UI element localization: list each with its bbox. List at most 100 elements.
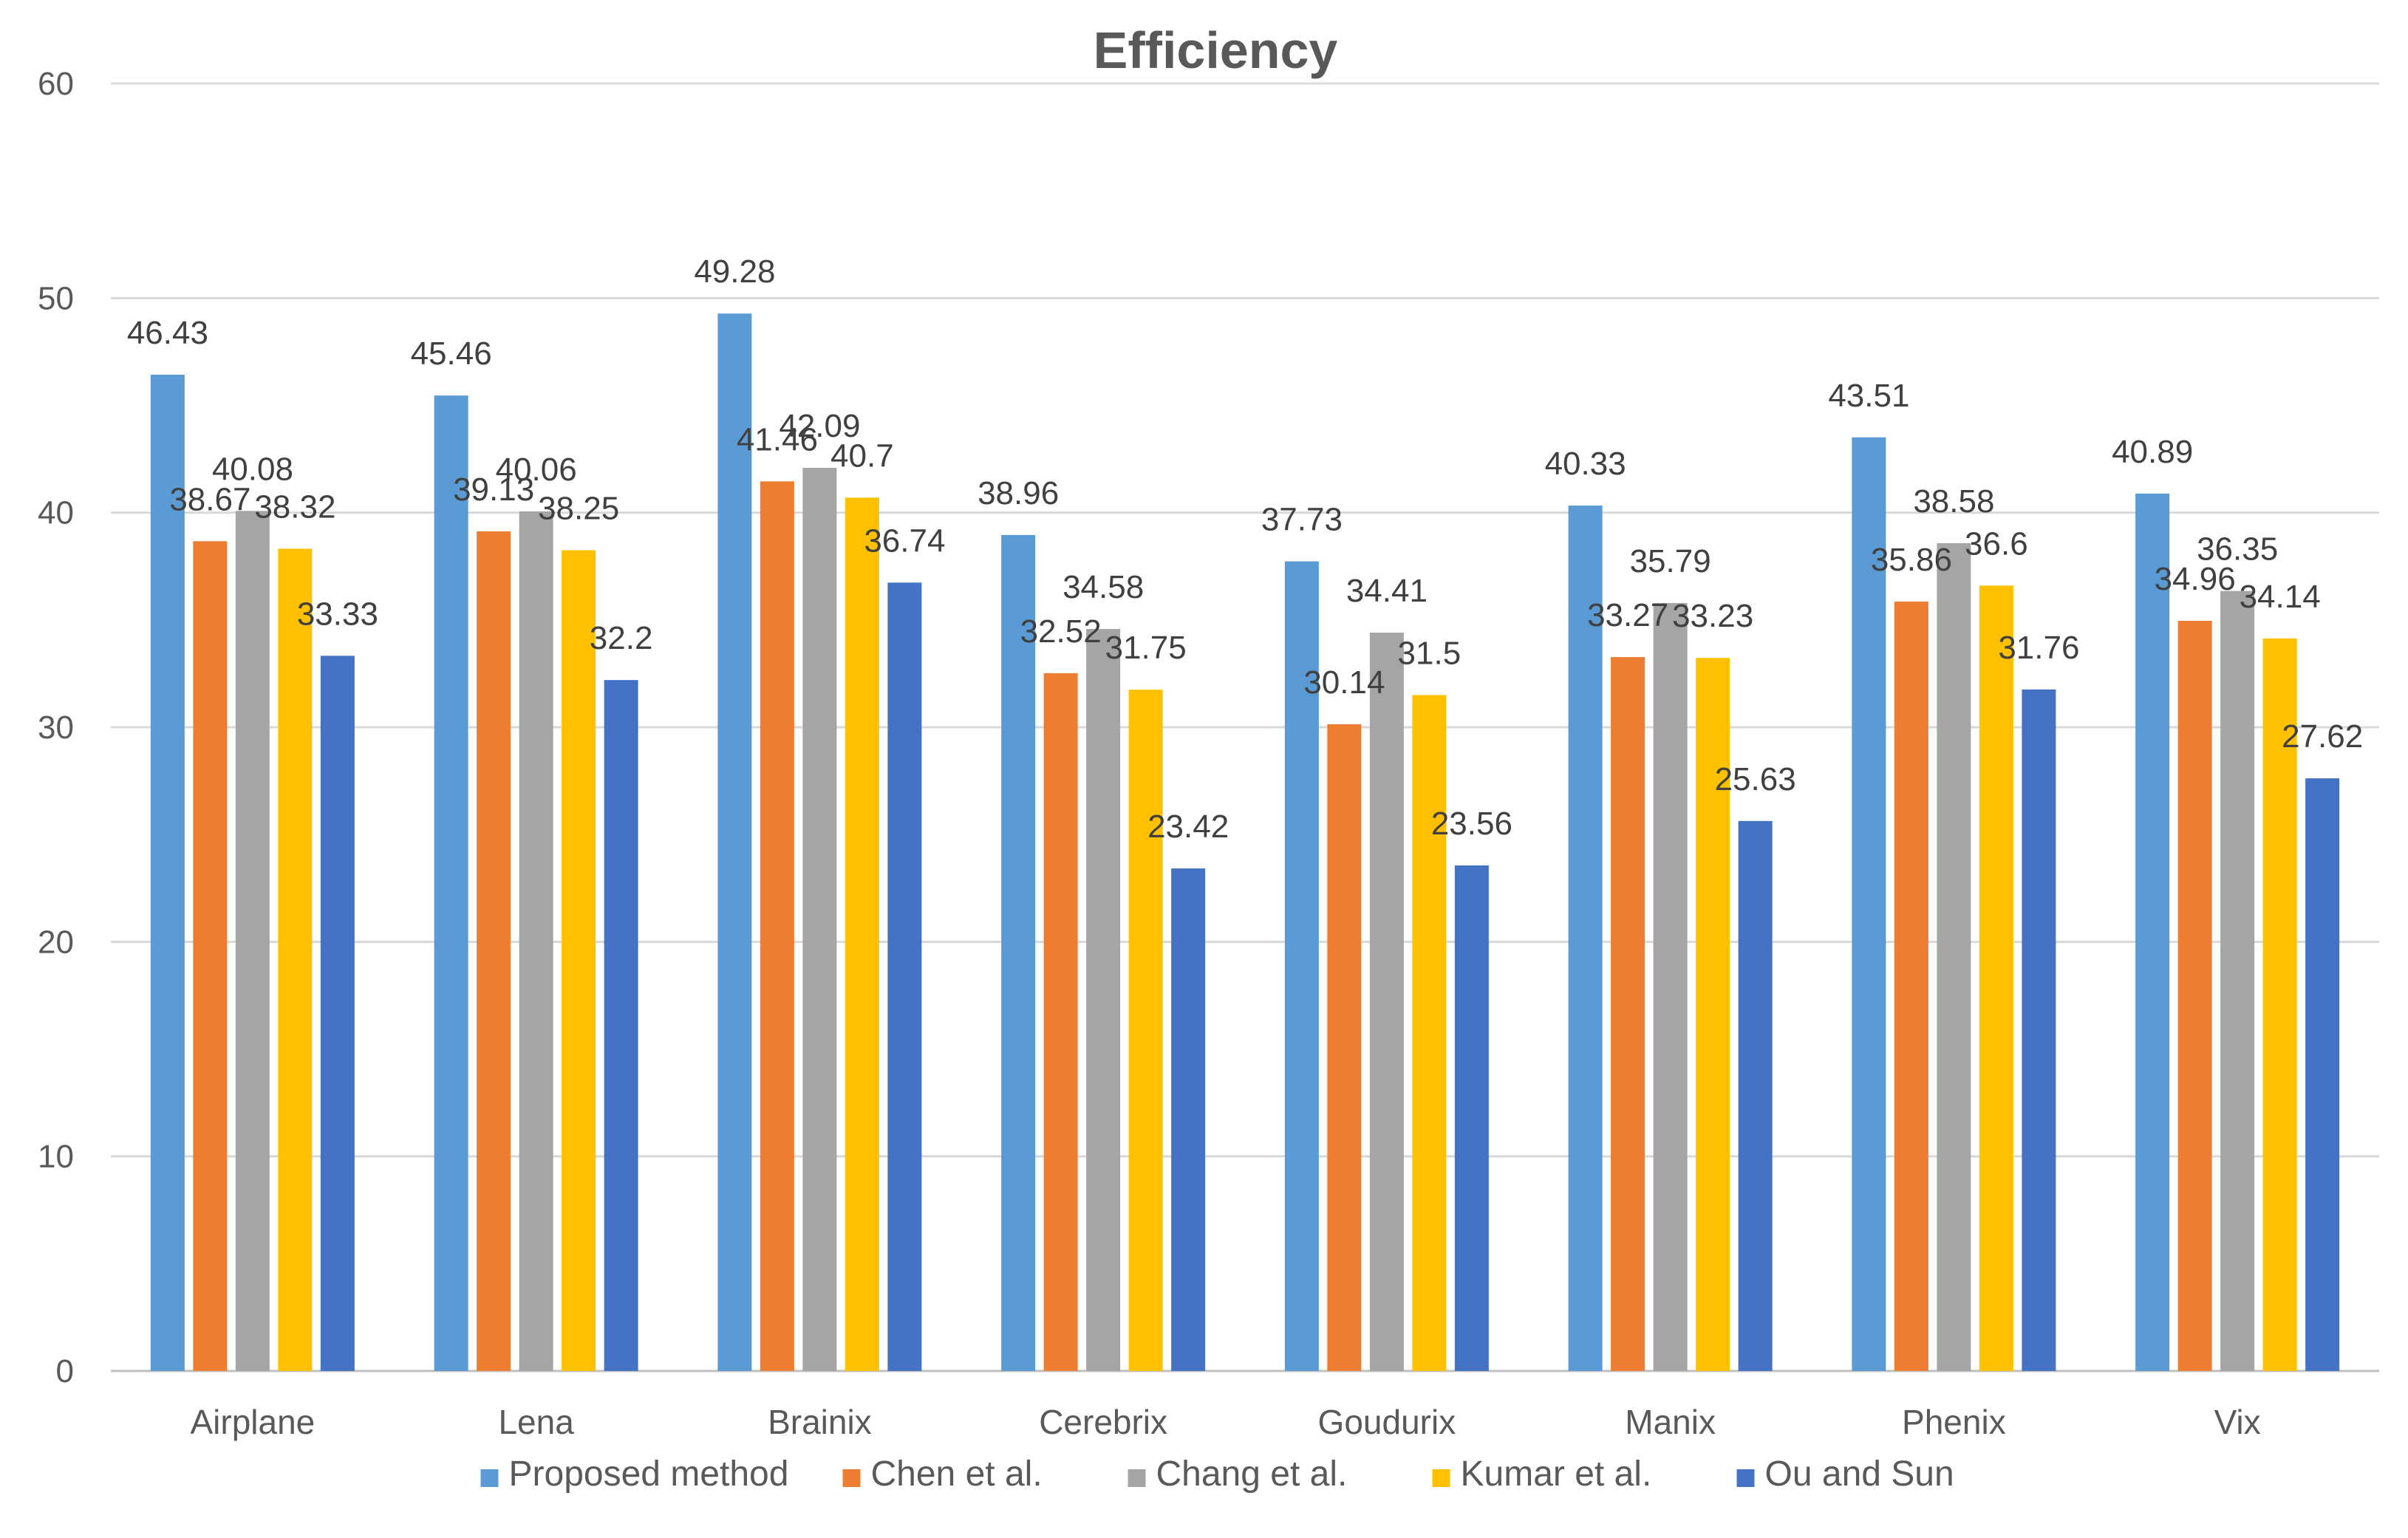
x-axis-categories: Airplane Lena Brainix Cerebrix Goudurix Manix… — [190, 1403, 2260, 1441]
bar-ou-and-sun-cerebrix — [1171, 868, 1206, 1371]
legend-label: Chang et al. — [1156, 1454, 1348, 1494]
legend-item-chen-et-al: Chen et al. — [842, 1454, 1043, 1494]
x-category-label: Goudurix — [1318, 1403, 1456, 1441]
bar-proposed-method-goudurix — [1284, 561, 1319, 1372]
y-tick-label: 40 — [38, 495, 74, 531]
data-label: 37.73 — [1261, 502, 1343, 538]
bar-kumar-et-al-goudurix — [1412, 695, 1447, 1371]
legend-item-chang-et-al: Chang et al. — [1128, 1454, 1348, 1494]
data-label: 23.56 — [1431, 806, 1512, 842]
bar-chen-et-al-goudurix — [1327, 724, 1362, 1371]
bar-kumar-et-al-lena — [562, 550, 596, 1371]
bar-chang-et-al-brainix — [802, 467, 837, 1371]
legend-item-proposed-method: Proposed method — [480, 1454, 789, 1494]
bar-chen-et-al-brainix — [760, 481, 794, 1371]
data-label: 38.32 — [254, 489, 335, 525]
bar-chen-et-al-cerebrix — [1043, 673, 1078, 1371]
bar-chen-et-al-vix — [2177, 620, 2212, 1371]
legend-swatch — [842, 1469, 861, 1487]
bar-chang-et-al-goudurix — [1369, 632, 1404, 1371]
bar-chang-et-al-phenix — [1937, 542, 1971, 1371]
data-label: 40.89 — [2112, 434, 2193, 470]
y-tick-label: 0 — [56, 1353, 74, 1389]
x-category-label: Vix — [2214, 1403, 2261, 1441]
bar-chen-et-al-phenix — [1894, 601, 1928, 1371]
data-label: 40.08 — [212, 451, 293, 487]
legend: Proposed method Chen et al. Chang et al. Ku… — [480, 1454, 1954, 1494]
data-label: 38.96 — [978, 475, 1059, 511]
bar-proposed-method-manix — [1568, 506, 1603, 1371]
data-label: 45.46 — [411, 336, 492, 372]
bars — [150, 313, 2340, 1372]
data-label: 32.52 — [1020, 613, 1102, 650]
bar-ou-and-sun-lena — [604, 680, 638, 1371]
data-label: 42.09 — [779, 408, 860, 444]
bar-chang-et-al-airplane — [235, 511, 270, 1371]
data-label: 25.63 — [1715, 761, 1796, 797]
x-category-label: Cerebrix — [1039, 1403, 1167, 1441]
bar-proposed-method-vix — [2135, 493, 2170, 1371]
data-label: 34.96 — [2155, 561, 2236, 597]
bar-kumar-et-al-airplane — [278, 548, 313, 1372]
legend-swatch — [1432, 1469, 1450, 1487]
bar-kumar-et-al-manix — [1696, 658, 1730, 1371]
y-tick-label: 60 — [38, 66, 74, 102]
bar-chen-et-al-manix — [1611, 657, 1645, 1371]
legend-label: Proposed method — [509, 1454, 789, 1494]
legend-label: Kumar et al. — [1461, 1454, 1652, 1494]
data-label: 38.58 — [1913, 483, 1994, 520]
data-label: 35.79 — [1630, 543, 1711, 579]
bar-kumar-et-al-brainix — [845, 497, 879, 1372]
bar-chang-et-al-manix — [1653, 602, 1688, 1371]
legend-swatch — [480, 1469, 499, 1487]
data-label: 41.46 — [737, 421, 818, 457]
data-label: 36.35 — [2197, 531, 2278, 568]
bar-proposed-method-phenix — [1852, 437, 1886, 1371]
data-label: 31.76 — [1998, 630, 2079, 666]
x-category-label: Manix — [1625, 1403, 1716, 1441]
bar-proposed-method-lena — [434, 395, 468, 1371]
data-label: 36.6 — [1965, 525, 2028, 562]
data-label: 49.28 — [694, 254, 775, 290]
data-label: 33.27 — [1587, 597, 1668, 633]
bar-kumar-et-al-vix — [2262, 638, 2297, 1371]
bar-ou-and-sun-phenix — [2022, 689, 2056, 1371]
data-label: 38.25 — [538, 490, 619, 526]
bar-chang-et-al-vix — [2220, 591, 2255, 1371]
x-category-label: Brainix — [768, 1403, 872, 1441]
data-label: 34.58 — [1063, 569, 1144, 605]
data-label: 31.75 — [1105, 630, 1187, 666]
data-label: 46.43 — [127, 315, 208, 351]
bar-chang-et-al-cerebrix — [1086, 629, 1121, 1371]
x-category-label: Phenix — [1902, 1403, 2006, 1441]
data-label: 30.14 — [1303, 664, 1385, 701]
bar-ou-and-sun-goudurix — [1454, 865, 1489, 1371]
bar-chang-et-al-lena — [519, 511, 553, 1371]
bar-ou-and-sun-airplane — [320, 656, 355, 1371]
y-tick-label: 30 — [38, 710, 74, 746]
bar-proposed-method-brainix — [717, 313, 752, 1372]
data-label: 34.41 — [1346, 573, 1428, 609]
legend-label: Ou and Sun — [1765, 1454, 1954, 1494]
y-tick-label: 10 — [38, 1139, 74, 1175]
legend-item-kumar-et-al: Kumar et al. — [1432, 1454, 1652, 1494]
data-label: 40.7 — [830, 438, 894, 474]
legend-label: Chen et al. — [871, 1454, 1043, 1494]
bar-chen-et-al-airplane — [193, 541, 228, 1371]
bar-kumar-et-al-phenix — [1979, 585, 2013, 1371]
data-label: 43.51 — [1828, 378, 1909, 414]
data-label: 40.33 — [1545, 446, 1626, 482]
bar-proposed-method-cerebrix — [1001, 534, 1036, 1371]
bar-kumar-et-al-cerebrix — [1128, 690, 1163, 1371]
data-label: 35.86 — [1871, 542, 1952, 578]
data-label: 27.62 — [2282, 718, 2363, 755]
data-label: 33.33 — [297, 596, 378, 632]
bar-chen-et-al-lena — [477, 531, 511, 1371]
data-label: 40.06 — [496, 452, 577, 488]
y-tick-label: 20 — [38, 924, 74, 960]
data-label: 36.74 — [864, 523, 945, 559]
y-tick-label: 50 — [38, 280, 74, 316]
